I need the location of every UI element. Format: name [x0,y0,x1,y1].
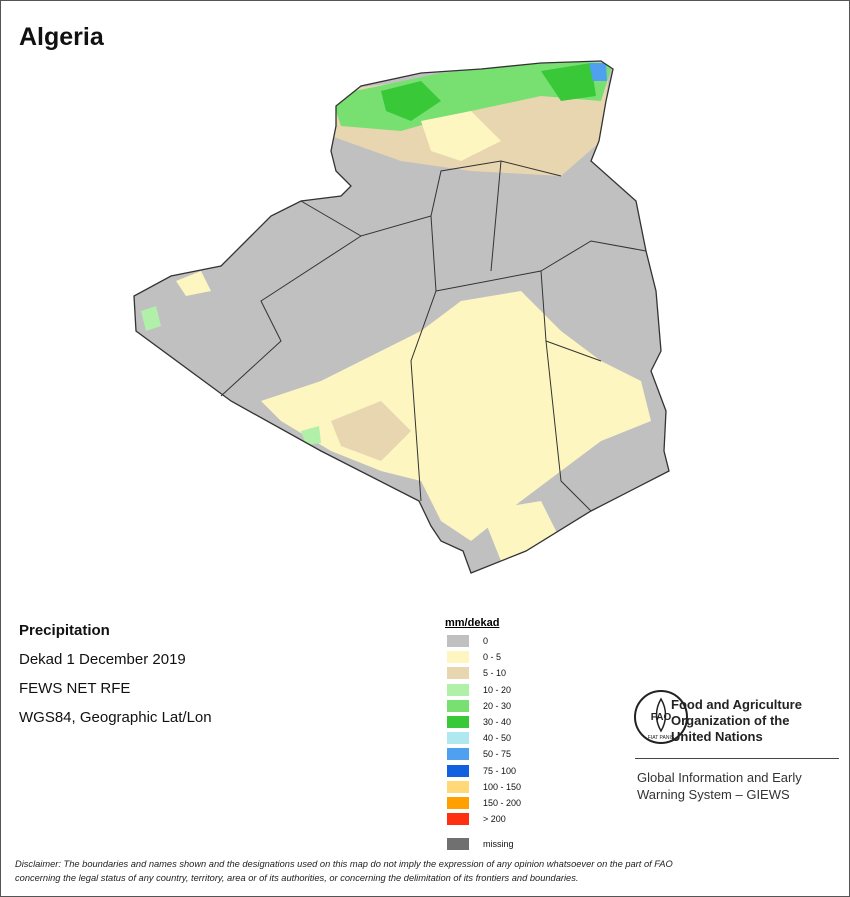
legend-label: 75 - 100 [483,765,517,776]
fao-logo: FAO FIAT PANIS [634,690,688,744]
legend-swatch [447,699,469,712]
org-name: United Nations [671,729,763,744]
legend-swatch [447,797,469,809]
legend-label: 0 - 5 [483,652,502,663]
org-name: Food and Agriculture [671,697,802,712]
legend-swatch [447,780,469,793]
map [133,60,670,574]
legend-title: mm/dekad [445,617,500,629]
legend-swatch [447,764,469,777]
legend-label: 5 - 10 [483,668,507,679]
legend-swatch [447,748,469,761]
system-name: Global Information and Early [637,770,802,785]
legend-label: 0 [483,636,489,646]
logo-letters: FAO [651,712,672,723]
logo-motto: FIAT PANIS [648,735,675,741]
legend-label: 100 - 150 [483,781,522,792]
system-name: Warning System – GIEWS [637,787,790,802]
org-name: Organization of the [671,713,790,728]
divider [635,758,839,759]
info-line: FEWS NET RFE [19,680,131,697]
legend-swatch [447,683,469,696]
legend-swatch [447,813,469,826]
info-line: WGS84, Geographic Lat/Lon [19,709,212,726]
disclaimer: Disclaimer: The boundaries and names sho… [15,859,673,869]
legend-swatch [447,716,469,728]
admin-boundaries [133,60,670,574]
legend-label: 10 - 20 [483,684,512,695]
legend-label: 30 - 40 [483,717,512,727]
legend-label: > 200 [483,814,506,825]
legend-label: 150 - 200 [483,798,522,808]
legend-label: 20 - 30 [483,700,512,711]
legend-swatch [447,667,469,680]
precipitation-raster [134,61,669,573]
info-line: Dekad 1 December 2019 [19,651,186,668]
legend-label: 50 - 75 [483,749,512,760]
disclaimer: concerning the legal status of any count… [15,873,579,883]
map-title: Algeria [19,23,104,51]
legend-swatch [447,838,469,850]
info-line: Precipitation [19,622,110,639]
legend-swatch [447,635,469,647]
legend-swatch [447,651,469,664]
legend-swatch [447,732,469,745]
legend-label: missing [483,839,514,849]
legend-label: 40 - 50 [483,733,512,744]
